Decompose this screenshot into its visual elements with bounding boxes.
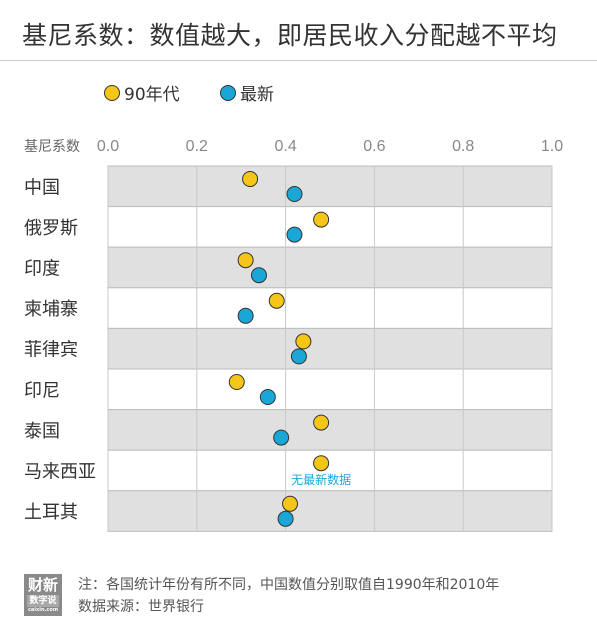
legend-swatch-90s bbox=[104, 84, 120, 101]
point-latest bbox=[259, 389, 276, 405]
logo-text-url: caixin.com bbox=[27, 607, 59, 613]
point-90s bbox=[242, 171, 259, 187]
category-label: 中国 bbox=[24, 177, 60, 198]
point-latest bbox=[237, 307, 254, 324]
point-90s bbox=[313, 414, 330, 431]
row-band bbox=[107, 165, 553, 208]
category-label: 印度 bbox=[24, 259, 60, 280]
point-90s bbox=[237, 252, 254, 269]
tick-label: 0.4 bbox=[274, 138, 296, 155]
row-band bbox=[107, 206, 553, 248]
title-divider bbox=[0, 60, 597, 61]
legend-item-latest: 最新 bbox=[220, 80, 274, 105]
legend-swatch-latest bbox=[220, 84, 236, 101]
axis-label: 基尼系数 bbox=[24, 138, 80, 155]
category-label: 泰国 bbox=[24, 421, 60, 442]
footnote: 注：各国统计年份有所不同，中国数值分别取值自1990年和2010年 bbox=[78, 577, 500, 593]
point-90s bbox=[268, 292, 285, 309]
category-label: 柬埔寨 bbox=[24, 299, 78, 320]
point-90s bbox=[295, 333, 312, 350]
annotation-label: 无最新数据 bbox=[291, 472, 351, 487]
point-latest bbox=[286, 226, 303, 243]
row-band bbox=[107, 368, 553, 411]
point-latest bbox=[277, 510, 294, 527]
caixin-logo: 财新 数字说 caixin.com bbox=[24, 574, 62, 616]
point-latest bbox=[290, 348, 307, 365]
row-band bbox=[107, 246, 553, 289]
point-90s bbox=[282, 495, 299, 512]
legend-label-90s: 90年代 bbox=[124, 85, 180, 105]
chart-title: 基尼系数：数值越大，即居民收入分配越不平均 bbox=[22, 21, 558, 50]
legend-item-90s: 90年代 bbox=[104, 80, 180, 105]
row-band bbox=[107, 287, 553, 329]
tick-label: 0.0 bbox=[97, 138, 119, 155]
point-latest bbox=[250, 267, 267, 284]
row-band bbox=[107, 327, 553, 370]
row-band bbox=[107, 490, 553, 532]
point-90s bbox=[313, 211, 330, 228]
logo-text-main: 财新 bbox=[27, 576, 58, 594]
point-90s bbox=[313, 455, 330, 472]
point-latest bbox=[286, 186, 303, 202]
category-label: 菲律宾 bbox=[24, 340, 78, 361]
category-label: 土耳其 bbox=[24, 502, 78, 523]
category-label: 印尼 bbox=[24, 380, 60, 401]
chart-plot: 基尼系数 0.0 0.2 0.4 0.6 0.8 1.0 中国俄罗斯印度柬埔寨菲律宾印尼泰国马… bbox=[24, 138, 563, 532]
point-latest bbox=[273, 429, 290, 446]
row-band bbox=[107, 409, 553, 451]
legend-label-latest: 最新 bbox=[240, 85, 274, 105]
point-90s bbox=[228, 374, 245, 390]
category-label: 马来西亚 bbox=[24, 462, 96, 483]
data-source: 数据来源：世界银行 bbox=[78, 599, 204, 615]
logo-text-sub: 数字说 bbox=[27, 595, 59, 607]
tick-label: 0.6 bbox=[363, 138, 385, 155]
category-label: 俄罗斯 bbox=[24, 218, 78, 239]
tick-label: 0.2 bbox=[186, 138, 208, 155]
tick-label: 0.8 bbox=[452, 138, 474, 155]
tick-label: 1.0 bbox=[541, 138, 563, 155]
